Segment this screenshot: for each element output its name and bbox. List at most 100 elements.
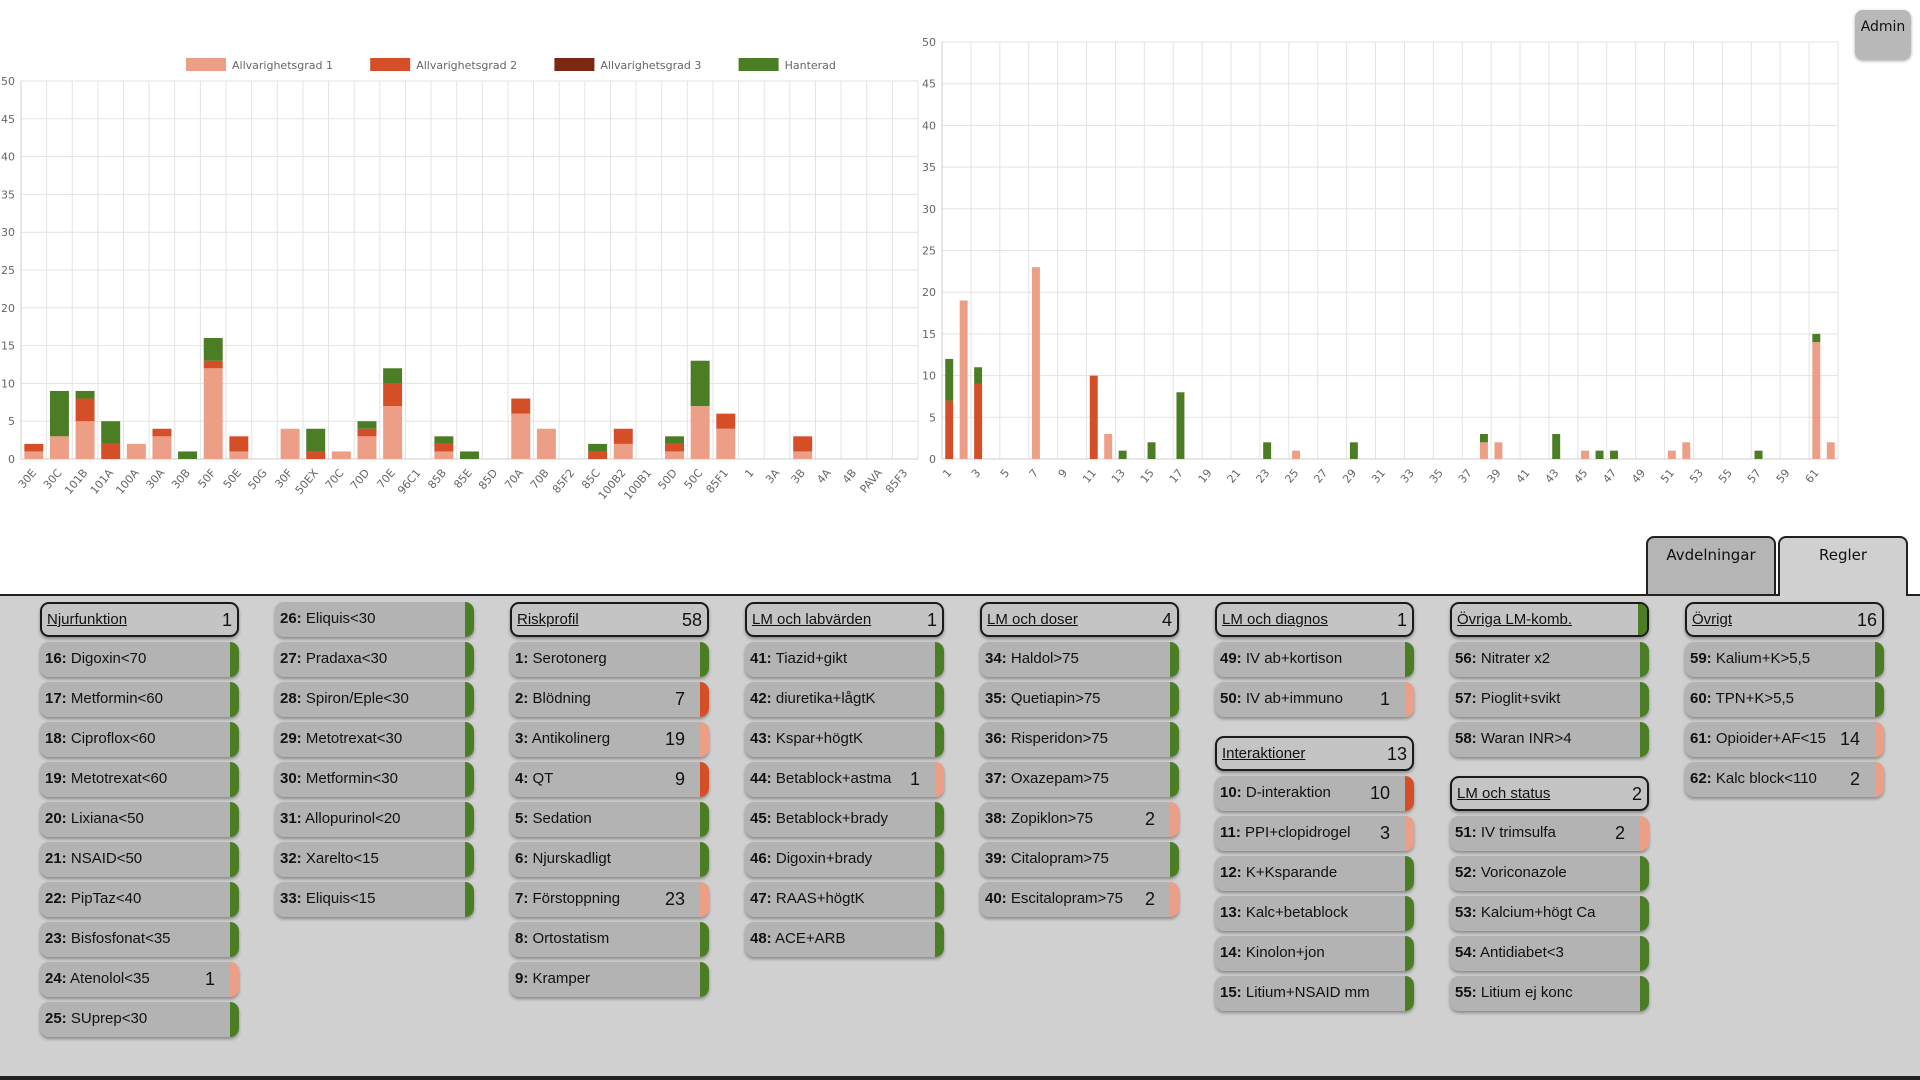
y-tick-label: 25 [922,245,936,258]
rule-item[interactable]: 57: Pioglit+svikt [1450,682,1649,717]
rule-item[interactable]: 22: PipTaz<40 [40,882,239,917]
rule-item[interactable]: 11: PPI+clopidrogel 3 [1215,816,1414,851]
rule-item[interactable]: 47: RAAS+högtK [745,882,944,917]
x-tick-label: 70B [528,467,552,492]
rule-item[interactable]: 54: Antidiabet<3 [1450,936,1649,971]
rule-item[interactable]: 48: ACE+ARB [745,922,944,957]
rule-number: 40: [985,890,1007,907]
rule-item[interactable]: 20: Lixiana<50 [40,802,239,837]
rule-item[interactable]: 60: TPN+K>5,5 [1685,682,1884,717]
rule-item[interactable]: 5: Sedation [510,802,709,837]
y-tick-label: 50 [1,75,15,88]
x-tick-label: 85C [579,466,603,491]
rule-item[interactable]: 58: Waran INR>4 [1450,722,1649,757]
rule-item[interactable]: 9: Kramper [510,962,709,997]
rule-count: 2 [1614,823,1625,843]
rule-item[interactable]: 31: Allopurinol<20 [275,802,474,837]
rule-item[interactable]: 2: Blödning 7 [510,682,709,717]
rule-item[interactable]: 12: K+Ksparande [1215,856,1414,891]
rule-item[interactable]: 59: Kalium+K>5,5 [1685,642,1884,677]
bar-segment [1031,267,1040,459]
rule-item[interactable]: 19: Metotrexat<60 [40,762,239,797]
rule-item[interactable]: 61: Opioider+AF<15 14 [1685,722,1884,757]
rule-item[interactable]: 35: Quetiapin>75 [980,682,1179,717]
rule-group-header[interactable]: Interaktioner 13 [1215,736,1414,771]
status-indicator [1170,762,1179,797]
rule-item[interactable]: 18: Ciproflox<60 [40,722,239,757]
rule-number: 15: [1220,984,1242,1001]
y-tick-label: 45 [1,113,15,126]
rule-item[interactable]: 55: Litium ej konc [1450,976,1649,1011]
rule-group-header[interactable]: LM och status 2 [1450,776,1649,811]
rule-item[interactable]: 1: Serotonerg [510,642,709,677]
rule-item[interactable]: 3: Antikolinerg 19 [510,722,709,757]
bar-segment [357,436,377,459]
rule-item[interactable]: 40: Escitalopram>75 2 [980,882,1179,917]
rule-name: IV trimsulfa [1480,824,1556,841]
x-tick-label: 15 [1138,467,1157,486]
rule-item[interactable]: 29: Metotrexat<30 [275,722,474,757]
rule-name: Pradaxa<30 [305,650,388,667]
rule-item[interactable]: 51: IV trimsulfa 2 [1450,816,1649,851]
tab-avdelningar[interactable]: Avdelningar [1646,536,1776,594]
rule-item[interactable]: 23: Bisfosfonat<35 [40,922,239,957]
rule-item[interactable]: 56: Nitrater x2 [1450,642,1649,677]
rule-item[interactable]: 45: Betablock+brady [745,802,944,837]
rule-item[interactable]: 16: Digoxin<70 [40,642,239,677]
bar-segment [306,428,326,452]
rule-group-header[interactable]: Njurfunktion 1 [40,602,239,637]
rule-item[interactable]: 25: SUprep<30 [40,1002,239,1037]
rule-item[interactable]: 50: IV ab+immuno 1 [1215,682,1414,717]
rule-item[interactable]: 42: diuretika+lågtK [745,682,944,717]
x-tick-label: 101A [88,466,117,497]
admin-button[interactable]: Admin [1855,10,1911,60]
rule-item[interactable]: 39: Citalopram>75 [980,842,1179,877]
rule-label: 10: D-interaktion [1220,784,1331,801]
rule-item[interactable]: 43: Kspar+högtK [745,722,944,757]
rule-item[interactable]: 53: Kalcium+högt Ca [1450,896,1649,931]
rule-name: Nitrater x2 [1480,650,1551,667]
rule-item[interactable]: 49: IV ab+kortison [1215,642,1414,677]
rule-item[interactable]: 10: D-interaktion 10 [1215,776,1414,811]
rule-item[interactable]: 27: Pradaxa<30 [275,642,474,677]
rule-item[interactable]: 44: Betablock+astma 1 [745,762,944,797]
group-label: Övriga LM-komb. [1457,611,1572,628]
rule-group-header[interactable]: LM och diagnos 1 [1215,602,1414,637]
rule-item[interactable]: 21: NSAID<50 [40,842,239,877]
rule-item[interactable]: 32: Xarelto<15 [275,842,474,877]
bar-segment [383,368,403,384]
rule-item[interactable]: 30: Metformin<30 [275,762,474,797]
rule-item[interactable]: 8: Ortostatism [510,922,709,957]
rule-group-header[interactable]: Övrigt 16 [1685,602,1884,637]
status-indicator [1170,882,1179,917]
rule-group-header[interactable]: LM och doser 4 [980,602,1179,637]
rule-item[interactable]: 46: Digoxin+brady [745,842,944,877]
rule-group-header[interactable]: Övriga LM-komb. [1450,602,1649,637]
tab-regler[interactable]: Regler [1778,536,1908,596]
rule-item[interactable]: 52: Voriconazole [1450,856,1649,891]
rule-item[interactable]: 24: Atenolol<35 1 [40,962,239,997]
rule-item[interactable]: 37: Oxazepam>75 [980,762,1179,797]
rule-item[interactable]: 38: Zopiklon>75 2 [980,802,1179,837]
rule-item[interactable]: 17: Metformin<60 [40,682,239,717]
rule-item[interactable]: 26: Eliquis<30 [275,602,474,637]
rule-group-header[interactable]: Riskprofil 58 [510,602,709,637]
rule-item[interactable]: 15: Litium+NSAID mm [1215,976,1414,1011]
rule-item[interactable]: 28: Spiron/Eple<30 [275,682,474,717]
rule-group-header[interactable]: LM och labvärden 1 [745,602,944,637]
rule-item[interactable]: 34: Haldol>75 [980,642,1179,677]
rule-item[interactable]: 36: Risperidon>75 [980,722,1179,757]
rule-item[interactable]: 14: Kinolon+jon [1215,936,1414,971]
rule-column: Övrigt 16 59: Kalium+K>5,5 60: TPN+K>5,5 61:… [1685,602,1885,802]
rule-item[interactable]: 41: Tiazid+gikt [745,642,944,677]
rule-name: PipTaz<40 [70,890,142,907]
rule-name: Kalc block<110 [1715,770,1817,787]
rule-item[interactable]: 62: Kalc block<110 2 [1685,762,1884,797]
rule-item[interactable]: 6: Njurskadligt [510,842,709,877]
rule-item[interactable]: 13: Kalc+betablock [1215,896,1414,931]
rule-number: 48: [750,930,772,947]
rule-item[interactable]: 7: Förstoppning 23 [510,882,709,917]
rule-item[interactable]: 33: Eliquis<15 [275,882,474,917]
bar-segment [357,421,377,429]
rule-item[interactable]: 4: QT 9 [510,762,709,797]
